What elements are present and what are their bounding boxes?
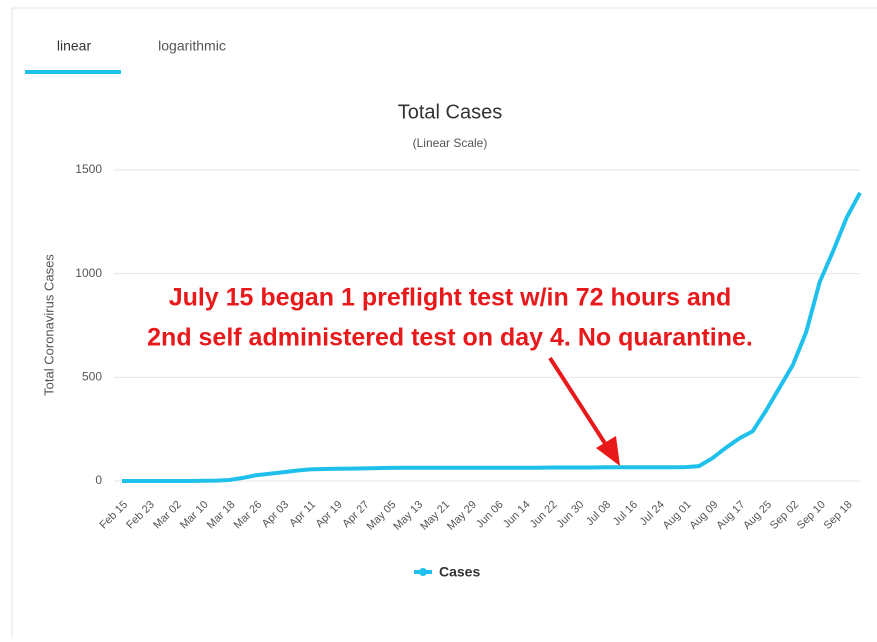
legend-label[interactable]: Cases: [439, 564, 480, 580]
annotation: July 15 began 1 preflight test w/in 72 h…: [169, 284, 732, 312]
chart-subtitle: (Linear Scale): [413, 136, 488, 150]
chart-title: Total Cases: [398, 101, 503, 123]
legend-marker: [419, 568, 427, 576]
tab[interactable]: linear: [57, 38, 92, 54]
tab-underline: [25, 70, 121, 74]
y-tick-label: 500: [82, 370, 102, 384]
y-tick-label: 1000: [75, 266, 102, 280]
y-tick-label: 0: [95, 473, 102, 487]
series-line: [122, 191, 862, 483]
annotation: 2nd self administered test on day 4. No …: [147, 324, 753, 352]
y-tick-label: 1500: [75, 162, 102, 176]
arrow-head: [596, 436, 620, 466]
y-axis-label: Total Coronavirus Cases: [41, 254, 56, 396]
panel: [11, 7, 877, 642]
arrow-shaft: [548, 356, 610, 450]
tab[interactable]: logarithmic: [158, 38, 226, 54]
